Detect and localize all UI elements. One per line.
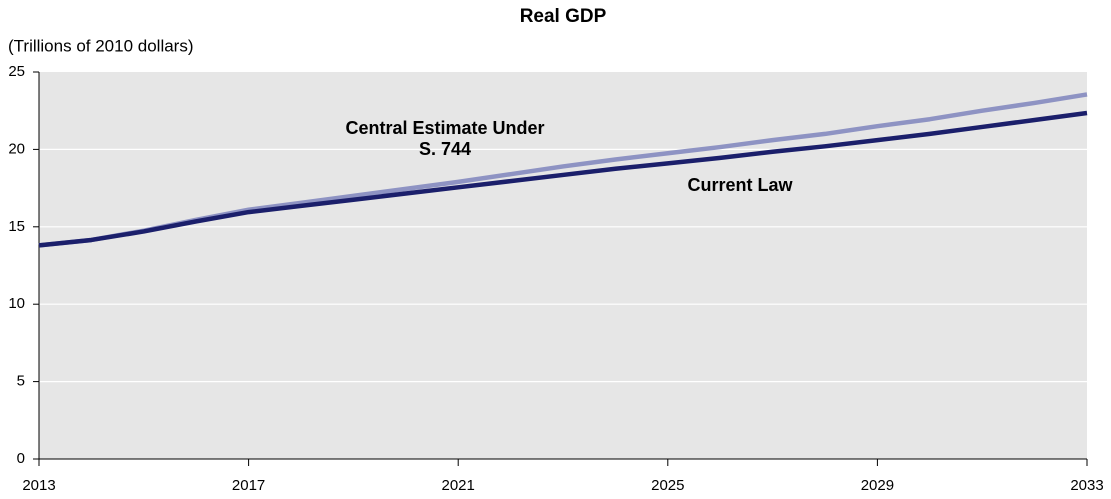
y-tick-label: 5: [17, 373, 25, 390]
y-tick-label: 0: [17, 450, 25, 467]
x-tick-label: 2029: [861, 477, 894, 494]
y-tick-label: 25: [8, 63, 25, 80]
y-tick-label: 20: [8, 140, 25, 157]
x-tick-label: 2025: [651, 477, 684, 494]
y-axis-label: (Trillions of 2010 dollars): [8, 36, 194, 55]
series-label: Current Law: [687, 175, 793, 195]
series-line: [38, 110, 1088, 248]
x-tick-label: 2017: [232, 477, 265, 494]
x-tick-label: 2033: [1070, 477, 1103, 494]
x-tick-label: 2021: [442, 477, 475, 494]
series-label: Central Estimate Under S. 744: [345, 118, 545, 159]
plot-area: [39, 72, 1087, 459]
chart-title: Real GDP: [520, 6, 607, 27]
y-tick-label: 10: [8, 295, 25, 312]
y-tick-label: 15: [8, 218, 25, 235]
x-tick-label: 2013: [22, 477, 55, 494]
